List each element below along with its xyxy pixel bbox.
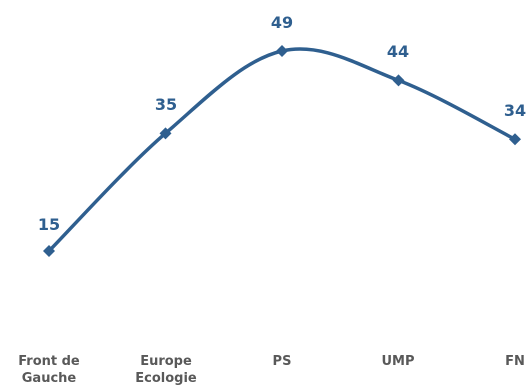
data-label: 35 xyxy=(155,95,177,114)
data-point-marker xyxy=(159,127,172,140)
data-point-marker xyxy=(509,133,521,146)
data-point-marker xyxy=(276,45,288,57)
data-point-marker xyxy=(392,74,405,87)
x-axis-tick-label: PS xyxy=(273,354,292,369)
data-label: 15 xyxy=(38,215,60,234)
x-axis-tick-labels: Front de Gauche Europe Ecologie PS UMP FN xyxy=(18,354,525,386)
data-label: 44 xyxy=(387,42,409,61)
data-label: 49 xyxy=(271,13,293,32)
data-label: 34 xyxy=(504,101,526,120)
series-line xyxy=(47,47,517,253)
data-label-layer: 15 35 49 44 34 xyxy=(38,13,526,234)
x-axis-tick-label: Front de Gauche xyxy=(18,354,80,386)
data-point-marker xyxy=(43,245,55,257)
series-line-layer xyxy=(47,47,517,253)
x-axis-tick-label: UMP xyxy=(381,354,414,369)
x-axis-tick-label: Europe Ecologie xyxy=(135,354,197,386)
marker-layer xyxy=(43,45,521,257)
x-axis-tick-label: FN xyxy=(505,354,525,369)
